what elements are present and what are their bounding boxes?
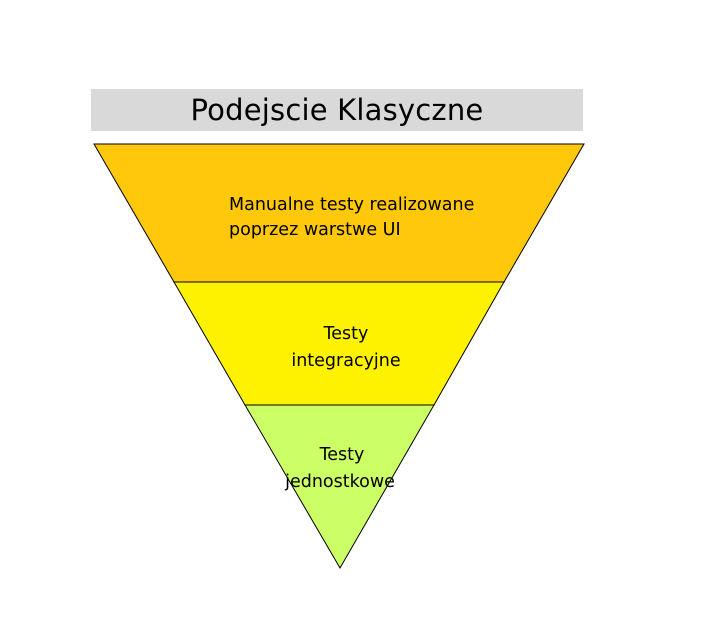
diagram-title: Podejscie Klasyczne <box>190 93 484 127</box>
layer-manual-label-line2: poprzez warstwe UI <box>229 220 401 240</box>
layer-unit-label-line1: Testy <box>319 445 365 465</box>
layer-unit-label-line2: jednostkowe <box>284 472 395 492</box>
diagram-title-bar: Podejscie Klasyczne <box>91 89 583 131</box>
layer-unit <box>244 404 435 569</box>
layer-integration-label-line1: Testy <box>323 324 369 344</box>
layer-manual-label-line1: Manualne testy realizowane <box>229 195 474 215</box>
layer-integration-label-line2: integracyjne <box>291 351 400 371</box>
